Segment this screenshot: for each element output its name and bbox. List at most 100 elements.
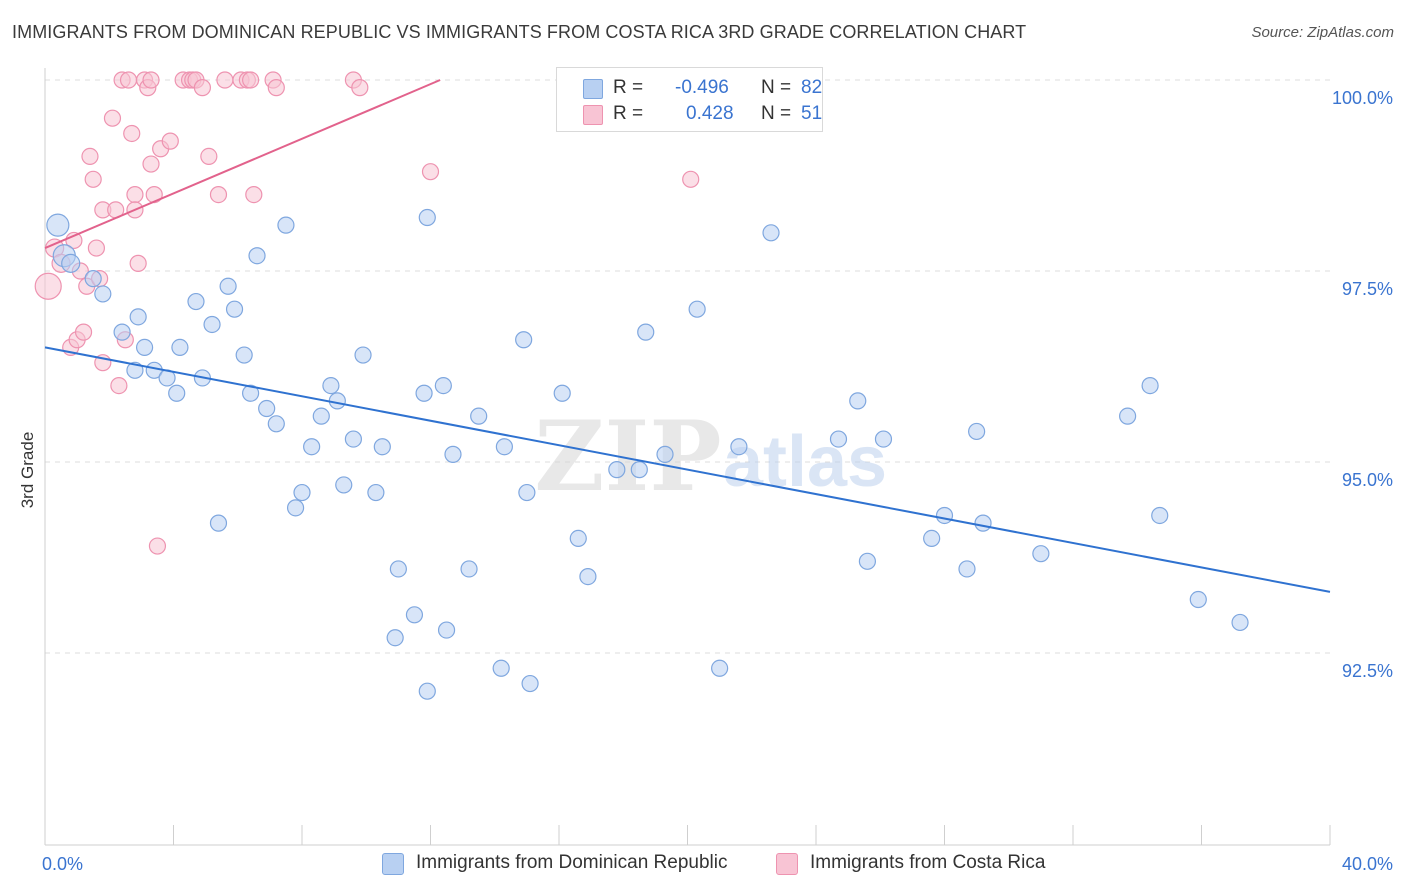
point-dominican-republic	[829, 430, 848, 448]
legend-swatch-costa-rica	[776, 853, 798, 875]
point-dominican-republic	[521, 674, 539, 693]
point-dominican-republic	[84, 270, 102, 288]
point-dominican-republic	[470, 407, 488, 425]
correlation-legend: R = -0.496 N = 82 R = 0.428 N = 51	[556, 67, 823, 132]
point-dominican-republic	[46, 213, 70, 237]
point-costa-rica	[34, 272, 62, 300]
point-dominican-republic	[286, 499, 305, 517]
point-dominican-republic	[354, 346, 372, 364]
point-dominican-republic	[460, 560, 478, 578]
point-dominican-republic	[1189, 590, 1207, 609]
point-dominican-republic	[203, 315, 221, 334]
point-dominican-republic	[405, 606, 424, 624]
point-dominican-republic	[126, 361, 144, 379]
point-dominican-republic	[418, 682, 436, 700]
point-dominican-republic	[225, 300, 244, 318]
point-costa-rica	[242, 71, 260, 89]
point-dominican-republic	[258, 399, 276, 418]
point-dominican-republic	[1141, 377, 1159, 395]
point-dominican-republic	[129, 308, 147, 326]
point-dominican-republic	[171, 338, 189, 356]
chart-title: IMMIGRANTS FROM DOMINICAN REPUBLIC VS IM…	[12, 22, 1027, 42]
point-costa-rica	[142, 71, 160, 89]
point-dominican-republic	[579, 567, 597, 586]
y-tick-label: 97.5%	[1342, 279, 1393, 299]
point-costa-rica	[110, 377, 128, 395]
point-dominican-republic	[935, 506, 954, 525]
point-dominican-republic	[1032, 545, 1050, 563]
point-dominican-republic	[113, 323, 131, 341]
point-dominican-republic	[569, 529, 587, 548]
point-dominican-republic	[219, 277, 237, 295]
legend-n-label: N =	[761, 103, 792, 124]
legend-r-value-pink: 0.428	[686, 103, 734, 124]
point-dominican-republic	[492, 659, 510, 677]
point-dominican-republic	[958, 560, 976, 578]
legend-n-value-blue: 82	[801, 77, 823, 98]
point-dominican-republic	[242, 384, 260, 402]
point-dominican-republic	[630, 461, 648, 479]
point-costa-rica	[87, 239, 106, 257]
point-dominican-republic	[322, 377, 340, 395]
point-dominican-republic	[344, 430, 362, 448]
legend-label-costa-rica: Immigrants from Costa Rica	[810, 852, 1046, 873]
point-dominican-republic	[858, 552, 877, 570]
trend-line-costa-rica	[44, 79, 441, 250]
point-dominican-republic	[849, 392, 867, 410]
y-tick-label: 100.0%	[1332, 88, 1393, 108]
point-dominican-republic	[1119, 407, 1137, 425]
point-costa-rica	[142, 155, 160, 173]
point-costa-rica	[193, 79, 212, 97]
point-costa-rica	[119, 71, 138, 89]
point-dominican-republic	[415, 384, 433, 402]
legend-r-label: R =	[613, 77, 644, 98]
point-dominican-republic	[389, 560, 407, 578]
legend-swatch-blue	[583, 79, 603, 99]
point-costa-rica	[126, 186, 144, 204]
watermark: ZIP atlas	[534, 400, 887, 513]
point-dominican-republic	[762, 224, 780, 242]
point-dominican-republic	[94, 285, 112, 303]
point-dominican-republic	[312, 407, 330, 425]
point-dominican-republic	[515, 331, 533, 349]
trend-line-dominican-republic	[44, 346, 1331, 593]
point-dominican-republic	[444, 445, 462, 463]
point-costa-rica	[123, 124, 141, 143]
point-dominican-republic	[418, 208, 436, 227]
x-tick-label: 40.0%	[1342, 854, 1393, 874]
y-tick-label: 95.0%	[1342, 470, 1393, 490]
y-axis-label: 3rd Grade	[18, 431, 37, 509]
point-dominican-republic	[1151, 506, 1169, 525]
point-dominican-republic	[437, 621, 456, 639]
tick-labels: 100.0% 97.5% 95.0% 92.5% 0.0% 40.0%	[42, 88, 1393, 874]
point-costa-rica	[351, 79, 369, 97]
series-costa-rica	[34, 71, 700, 555]
point-dominican-republic	[168, 384, 186, 402]
point-costa-rica	[682, 170, 700, 188]
point-costa-rica	[81, 147, 99, 165]
watermark-zip: ZIP	[534, 400, 721, 513]
point-dominican-republic	[335, 476, 353, 494]
point-dominican-republic	[608, 461, 626, 479]
point-costa-rica	[267, 79, 285, 97]
point-dominican-republic	[303, 438, 321, 456]
point-costa-rica	[84, 170, 102, 188]
point-costa-rica	[216, 71, 234, 89]
legend-n-value-pink: 51	[801, 103, 823, 124]
point-dominican-republic	[267, 415, 285, 433]
point-dominican-republic	[235, 346, 253, 364]
point-dominican-republic	[187, 292, 205, 311]
point-dominican-republic	[367, 483, 385, 502]
point-dominican-republic	[277, 216, 295, 234]
point-dominican-republic	[209, 514, 228, 532]
point-dominican-republic	[874, 430, 893, 448]
point-dominican-republic	[974, 514, 992, 532]
axes	[44, 68, 1331, 846]
legend-swatch-pink	[583, 105, 603, 125]
point-dominican-republic	[553, 384, 571, 402]
point-dominican-republic	[386, 629, 404, 647]
point-dominican-republic	[293, 483, 311, 502]
point-costa-rica	[103, 109, 122, 127]
point-dominican-republic	[434, 377, 452, 395]
